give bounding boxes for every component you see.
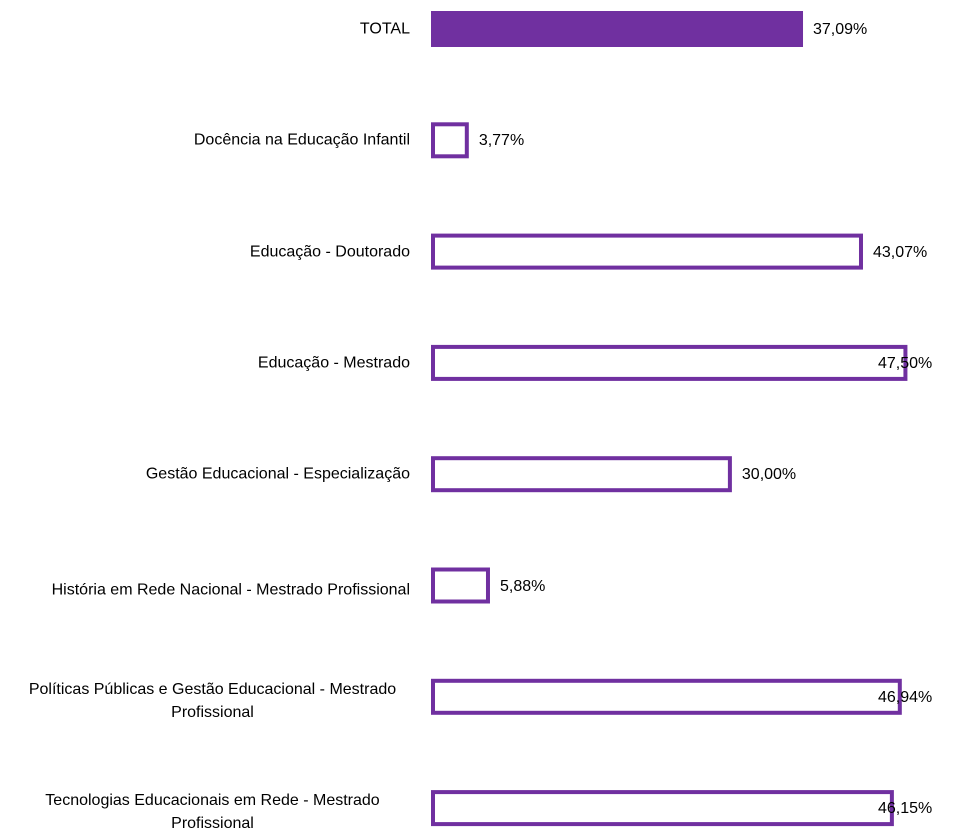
data-label: 46,15% <box>878 800 933 818</box>
bar <box>431 456 732 493</box>
data-label: 30,00% <box>741 466 797 484</box>
category-label: Educação - Doutorado <box>249 243 410 261</box>
category-label: História em Rede Nacional - Mestrado Pro… <box>51 581 410 598</box>
bar <box>431 344 908 381</box>
data-label: 5,88% <box>499 577 546 595</box>
data-label: 47,50% <box>878 354 933 372</box>
category-label: Políticas Públicas e Gestão Educacional … <box>28 680 397 721</box>
data-label: 46,94% <box>878 688 933 706</box>
data-label: 37,09% <box>813 21 868 38</box>
bar <box>431 11 804 47</box>
data-label: 43,07% <box>872 243 928 261</box>
bar <box>431 567 490 604</box>
data-label: 3,77% <box>478 132 525 150</box>
bar <box>431 678 902 715</box>
category-label: Docência na Educação Infantil <box>193 131 410 149</box>
bar <box>431 233 863 270</box>
category-label: Educação - Mestrado <box>257 354 410 372</box>
category-label: Tecnologias Educacionais em Rede - Mestr… <box>45 792 380 833</box>
bar <box>431 122 469 159</box>
bar <box>431 790 894 827</box>
category-label: Gestão Educacional - Especialização <box>145 465 410 483</box>
category-label: TOTAL <box>359 20 410 38</box>
